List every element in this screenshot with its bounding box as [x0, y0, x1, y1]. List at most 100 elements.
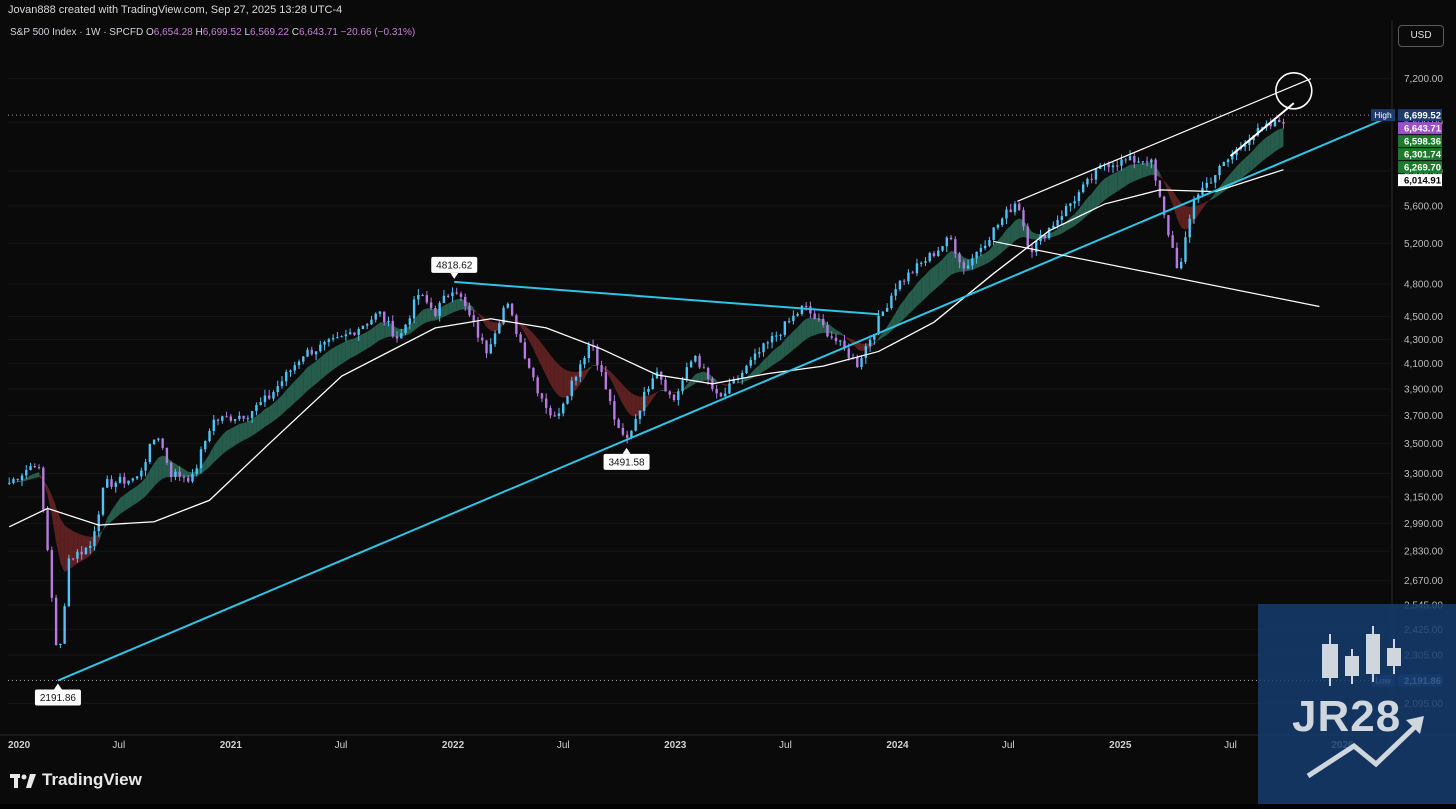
- ribbon-segment: [1078, 203, 1084, 223]
- ribbon-segment: [98, 529, 103, 542]
- open-label: O: [145, 27, 154, 38]
- candle-body: [557, 413, 561, 417]
- ribbon-segment: [1138, 163, 1143, 180]
- price-tag-3: 6,301.74: [1398, 148, 1442, 161]
- candle-body: [1256, 127, 1260, 136]
- candle-body: [527, 358, 531, 368]
- ribbon-segment: [1274, 129, 1280, 152]
- price-annotation-2: 3491.58: [603, 447, 650, 470]
- candle-body: [1209, 182, 1213, 184]
- candle-body: [847, 348, 850, 359]
- candle-body: [625, 434, 629, 438]
- y-tick-label-16: 2,670.00: [1404, 576, 1443, 587]
- ribbon-segment: [763, 356, 768, 372]
- ribbon-segment: [1014, 218, 1020, 241]
- tradingview-logo[interactable]: TradingView: [10, 770, 142, 790]
- annotation-box: [431, 256, 478, 273]
- ribbon-segment: [720, 383, 726, 386]
- candle-body: [408, 318, 412, 325]
- candle-body: [387, 320, 390, 323]
- candle-body: [336, 337, 339, 339]
- annotation-pointer: [53, 683, 62, 690]
- candle-body: [1150, 159, 1153, 163]
- candle-body: [472, 315, 475, 323]
- x-tick-label-8: 2024: [886, 740, 909, 751]
- candle-body: [932, 253, 936, 257]
- ribbon-segment: [1134, 163, 1139, 182]
- candle-body: [510, 303, 514, 316]
- candle-body: [481, 337, 484, 341]
- ribbon-segment: [107, 510, 112, 526]
- ribbon-segment: [414, 314, 419, 331]
- x-tick-label-0: 2020: [8, 740, 31, 751]
- candle-body: [438, 302, 441, 316]
- candle-body: [928, 253, 931, 262]
- candle-body: [289, 370, 292, 372]
- ribbon-segment: [132, 485, 138, 506]
- candle-body: [276, 386, 279, 393]
- ribbon-segment: [1112, 171, 1118, 195]
- candle-body: [728, 383, 731, 394]
- ribbon-segment: [30, 473, 35, 480]
- candle-body: [1116, 165, 1119, 167]
- candle-body: [1111, 165, 1115, 168]
- price-tag-1: 6,643.71: [1398, 122, 1442, 135]
- x-tick-label-4: 2022: [442, 740, 465, 751]
- candle-body: [677, 391, 680, 401]
- candle-body: [259, 402, 262, 406]
- ribbon-segment: [512, 318, 517, 323]
- ribbon-segment: [908, 289, 913, 315]
- ribbon-segment: [486, 319, 491, 331]
- ribbon-segment: [1262, 137, 1267, 162]
- ribbon-segment: [128, 488, 133, 509]
- candle-body: [88, 546, 92, 548]
- ribbon-segment: [51, 495, 57, 542]
- candle-body: [29, 466, 32, 471]
- candle-body: [1030, 248, 1034, 253]
- candle-body: [544, 398, 548, 408]
- ribbon-segment: [1053, 229, 1058, 237]
- ribbon-segment: [533, 333, 538, 359]
- ribbon-segment: [507, 318, 513, 320]
- candle-body: [1073, 201, 1076, 204]
- ribbon-segment: [1091, 188, 1096, 212]
- candle-body: [157, 438, 160, 440]
- symbol-name[interactable]: S&P 500 Index · 1W · SPCFD: [10, 27, 144, 38]
- candle-body: [434, 307, 437, 316]
- currency-button[interactable]: USD: [1398, 25, 1444, 47]
- change-value: −20.66 (−0.31%): [340, 27, 416, 38]
- candle-body: [221, 416, 224, 421]
- ribbon-segment: [379, 322, 385, 340]
- ribbon-segment: [554, 360, 559, 397]
- candle-body: [1171, 235, 1174, 248]
- x-tick-label-2: 2021: [220, 740, 243, 751]
- ribbon-segment: [737, 380, 743, 384]
- candle-body: [272, 392, 275, 399]
- ribbon-segment: [776, 345, 781, 363]
- y-tick-label-6: 4,500.00: [1404, 312, 1443, 323]
- candle-body: [25, 470, 28, 476]
- candle-body: [532, 367, 535, 378]
- candle-body: [988, 239, 991, 246]
- candle-body: [719, 393, 723, 397]
- candle-body: [1205, 182, 1208, 188]
- ribbon-segment: [205, 453, 210, 471]
- x-tick-label-7: Jul: [779, 740, 792, 751]
- candle-body: [1128, 156, 1132, 161]
- y-tick-label-10: 3,700.00: [1404, 411, 1443, 422]
- candle-body: [310, 349, 313, 355]
- candle-body: [702, 367, 706, 369]
- ribbon-segment: [1206, 198, 1212, 203]
- candle-body: [365, 324, 369, 326]
- watermark-text: JR28: [1292, 692, 1402, 741]
- ribbon-segment: [375, 322, 380, 343]
- tradingview-logo-icon: [10, 773, 36, 788]
- ribbon-segment: [733, 382, 738, 384]
- candle-body: [817, 318, 821, 320]
- candle-body: [297, 361, 301, 366]
- candle-body: [71, 558, 75, 560]
- high-value: 6,699.52: [202, 27, 242, 38]
- ribbon-segment: [759, 360, 764, 375]
